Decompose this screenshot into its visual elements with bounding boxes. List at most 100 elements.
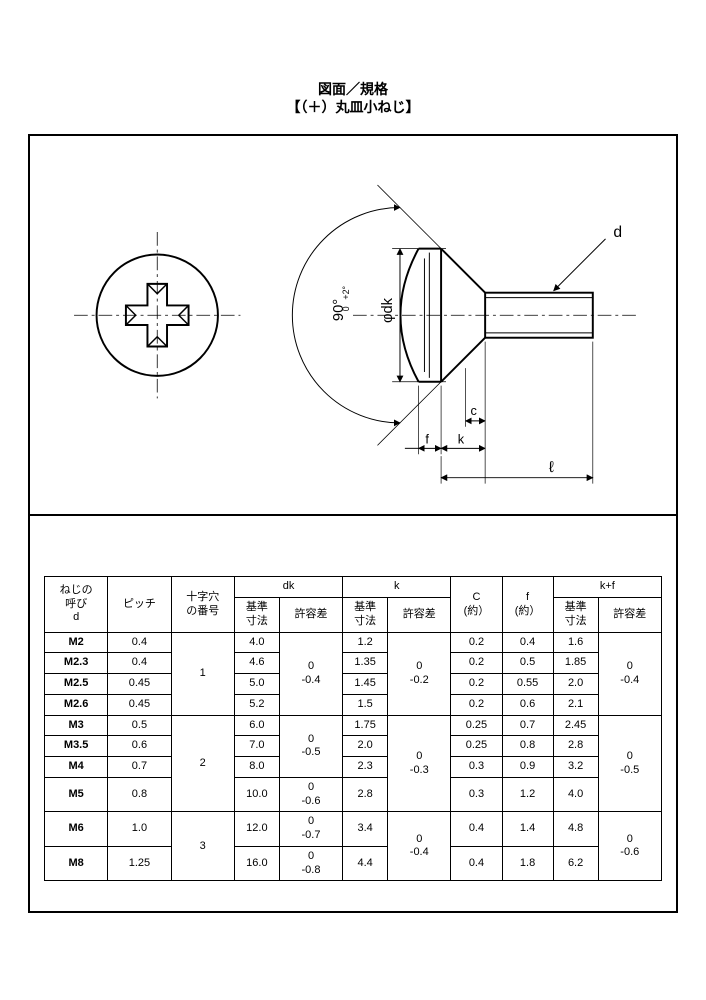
svg-text:d: d (613, 224, 622, 241)
svg-text:+2°: +2° (341, 286, 351, 300)
hdr-c: C (約） (451, 577, 502, 632)
cell-d: M8 (45, 846, 108, 881)
hdr-dk-tol: 許容差 (279, 598, 342, 633)
cell-pitch: 0.45 (108, 674, 171, 695)
hdr-k: k (343, 577, 451, 598)
diagram-area: d 90° +2° 0 (30, 136, 676, 516)
hdr-dk: dk (234, 577, 342, 598)
svg-text:φdk: φdk (380, 298, 396, 324)
dim-f: f (405, 432, 441, 449)
cell-pitch: 0.45 (108, 694, 171, 715)
technical-drawing: d 90° +2° 0 (30, 136, 676, 514)
svg-text:c: c (470, 403, 477, 418)
cell-c: 0.2 (451, 694, 502, 715)
cell-f: 0.8 (502, 736, 553, 757)
cell-kf-base: 2.0 (553, 674, 598, 695)
cell-pitch: 0.4 (108, 653, 171, 674)
cell-f: 1.8 (502, 846, 553, 881)
hdr-k-tol: 許容差 (388, 598, 451, 633)
cell-kf-base: 4.0 (553, 777, 598, 812)
svg-text:k: k (458, 432, 465, 447)
dim-L: ℓ (441, 457, 593, 484)
title-line1: 図面／規格 (20, 80, 686, 98)
table-cell-tol: 0-0.6 (279, 777, 342, 812)
cell-dk-base: 4.0 (234, 632, 279, 653)
cell-d: M2.5 (45, 674, 108, 695)
content-frame: d 90° +2° 0 (28, 134, 678, 913)
cell-pitch: 0.4 (108, 632, 171, 653)
cell-f: 0.5 (502, 653, 553, 674)
table-row: M50.810.00-0.62.80.31.24.0 (45, 777, 662, 812)
table-cell-tol: 0-0.5 (279, 715, 342, 777)
cell-kf-base: 6.2 (553, 846, 598, 881)
cell-kf-base: 4.8 (553, 812, 598, 847)
hdr-cross: 十字穴 の番号 (171, 577, 234, 632)
cell-k-base: 2.8 (343, 777, 388, 812)
cell-c: 0.2 (451, 653, 502, 674)
cell-kf-base: 2.1 (553, 694, 598, 715)
table-cell-tol: 0-0.4 (598, 632, 661, 715)
cell-f: 0.7 (502, 715, 553, 736)
cell-c: 0.4 (451, 812, 502, 847)
cell-f: 0.9 (502, 757, 553, 778)
spec-table: ねじの 呼び d ピッチ 十字穴 の番号 dk k C (44, 576, 662, 881)
table-row: M2.50.455.01.450.20.552.0 (45, 674, 662, 695)
cell-pitch: 0.5 (108, 715, 171, 736)
cell-f: 0.55 (502, 674, 553, 695)
hdr-f: f (約） (502, 577, 553, 632)
hdr-kf-base: 基準寸法 (553, 598, 598, 633)
page: 図面／規格 【（＋）丸皿小ねじ】 (0, 0, 706, 943)
cell-c: 0.2 (451, 632, 502, 653)
cell-k-base: 3.4 (343, 812, 388, 847)
svg-text:0: 0 (341, 307, 351, 312)
table-row: M2.30.44.61.350.20.51.85 (45, 653, 662, 674)
table-row: M40.78.02.30.30.93.2 (45, 757, 662, 778)
hdr-kf-tol: 許容差 (598, 598, 661, 633)
table-cell-tol: 0-0.5 (598, 715, 661, 812)
cell-kf-base: 1.85 (553, 653, 598, 674)
table-cell-tol: 0-0.2 (388, 632, 451, 715)
cell-d: M5 (45, 777, 108, 812)
cell-pitch: 1.25 (108, 846, 171, 881)
cell-k-base: 4.4 (343, 846, 388, 881)
cell-k-base: 2.3 (343, 757, 388, 778)
cell-dk-base: 5.2 (234, 694, 279, 715)
top-view (74, 232, 240, 398)
cell-c: 0.2 (451, 674, 502, 695)
table-cell-tol: 0-0.4 (388, 812, 451, 881)
table-row: M2.60.455.21.50.20.62.1 (45, 694, 662, 715)
cell-pitch: 1.0 (108, 812, 171, 847)
cell-c: 0.25 (451, 736, 502, 757)
cell-k-base: 1.75 (343, 715, 388, 736)
table-head: ねじの 呼び d ピッチ 十字穴 の番号 dk k C (45, 577, 662, 632)
hdr-pitch: ピッチ (108, 577, 171, 632)
cell-cross: 1 (171, 632, 234, 715)
svg-text:f: f (425, 432, 429, 447)
table-row: M3.50.67.02.00.250.82.8 (45, 736, 662, 757)
dim-k: k (441, 432, 485, 449)
cell-k-base: 1.5 (343, 694, 388, 715)
cell-f: 0.4 (502, 632, 553, 653)
hdr-dk-base: 基準寸法 (234, 598, 279, 633)
side-view: d 90° +2° 0 (292, 185, 636, 484)
table-row: M20.414.00-0.41.20-0.20.20.41.60-0.4 (45, 632, 662, 653)
cell-kf-base: 3.2 (553, 757, 598, 778)
label-d: d (554, 224, 622, 291)
table-row: M81.2516.00-0.84.40.41.86.2 (45, 846, 662, 881)
cell-c: 0.3 (451, 757, 502, 778)
table-cell-tol: 0-0.4 (279, 632, 342, 715)
table-row: M61.0312.00-0.73.40-0.40.41.44.80-0.6 (45, 812, 662, 847)
cell-dk-base: 4.6 (234, 653, 279, 674)
table-row: M30.526.00-0.51.750-0.30.250.72.450-0.5 (45, 715, 662, 736)
cell-d: M3.5 (45, 736, 108, 757)
cell-d: M2 (45, 632, 108, 653)
hdr-kf: k+f (553, 577, 661, 598)
cell-dk-base: 6.0 (234, 715, 279, 736)
cell-kf-base: 2.8 (553, 736, 598, 757)
cell-dk-base: 10.0 (234, 777, 279, 812)
table-cell-tol: 0-0.3 (388, 715, 451, 812)
cell-cross: 3 (171, 812, 234, 881)
cell-d: M6 (45, 812, 108, 847)
cell-k-base: 1.45 (343, 674, 388, 695)
cell-dk-base: 12.0 (234, 812, 279, 847)
